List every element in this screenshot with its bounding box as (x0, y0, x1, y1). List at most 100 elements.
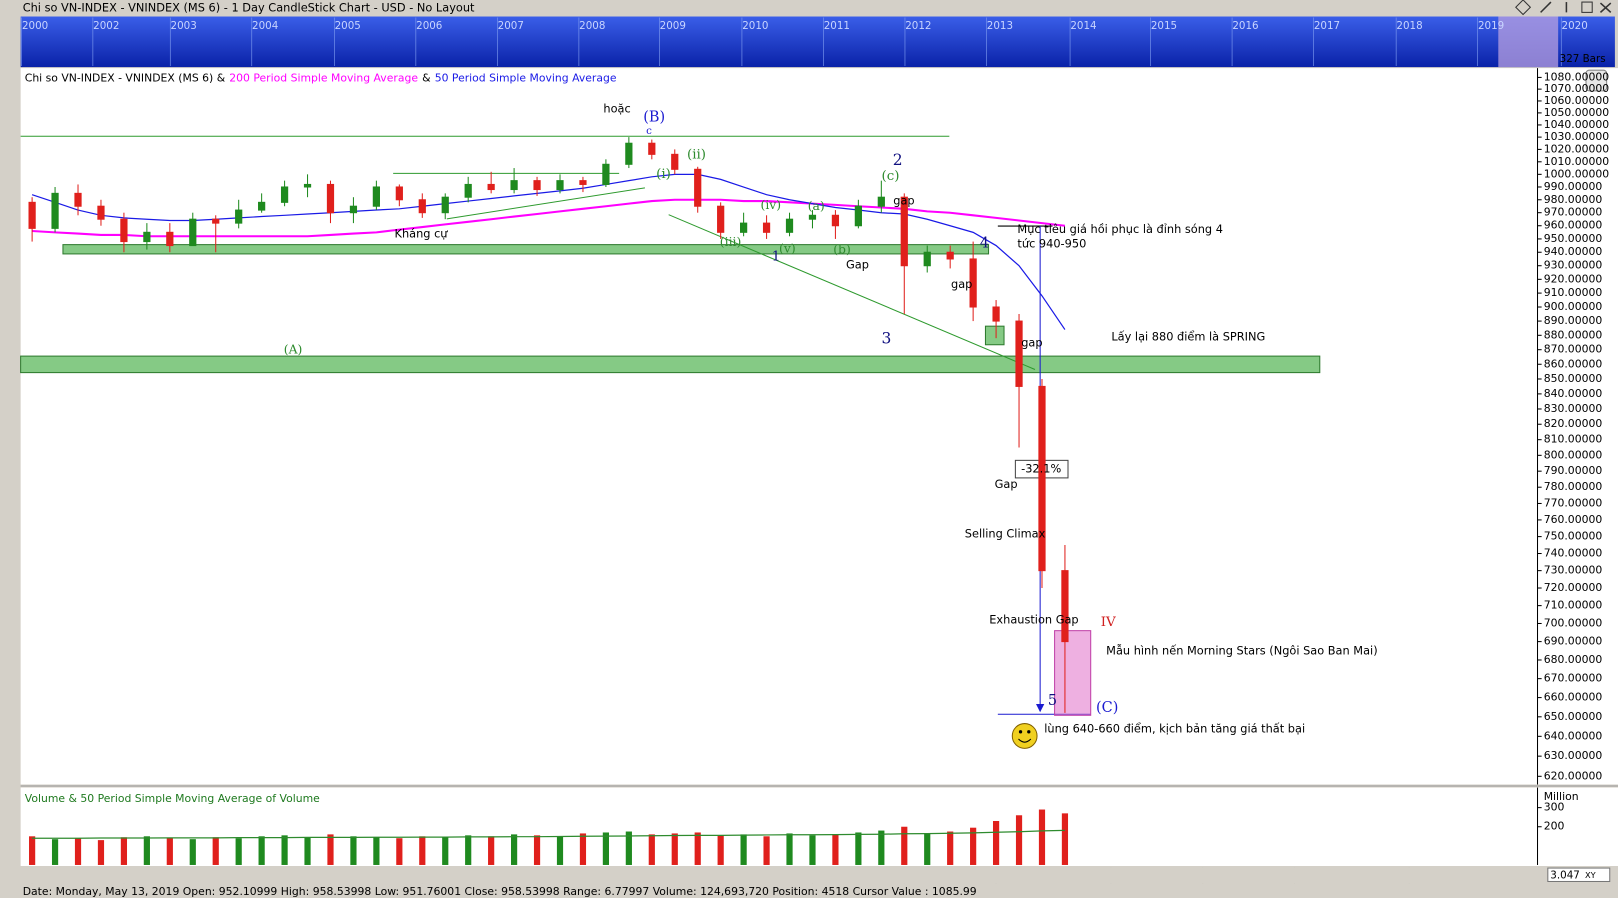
candle-body (533, 180, 541, 191)
window-title: Chi so VN-INDEX - VNINDEX (MS 6) - 1 Day… (23, 0, 475, 14)
y-tick-label: 720.00000 (1544, 581, 1603, 594)
annotation: (b) (833, 242, 851, 256)
maximize-button[interactable] (1581, 1, 1593, 13)
annotation: (C) (1096, 700, 1118, 716)
y-tick-label: 950.00000 (1544, 232, 1603, 245)
annotation: Mục tiêu giá hồi phục là đỉnh sóng 4 (1017, 222, 1223, 236)
overview-year: 2005 (335, 20, 361, 32)
overview-year: 2014 (1070, 20, 1096, 32)
candle-body (372, 186, 381, 207)
volume-bar (442, 837, 449, 865)
channel-line (446, 187, 646, 220)
annotation: gap (1021, 336, 1042, 350)
y-tick-label: 650.00000 (1544, 710, 1603, 723)
volume-bar (533, 835, 541, 865)
volume-bar (970, 827, 977, 865)
volume-bar (327, 834, 334, 865)
candle-body (923, 251, 931, 267)
legend-entry: & (422, 71, 431, 84)
candle-body (625, 142, 633, 165)
overview-year: 2017 (1314, 20, 1340, 32)
volume-bar (786, 833, 793, 865)
close-button[interactable] (1599, 2, 1612, 13)
legend-entry: Chi so VN-INDEX - VNINDEX (MS 6) & (25, 71, 226, 84)
zoom-box[interactable] (1547, 867, 1611, 883)
volume-bar (1015, 815, 1023, 865)
moving-average-line (32, 198, 1066, 238)
price-panel (20, 68, 1538, 785)
overview-year: 2000 (22, 20, 48, 32)
y-tick-label: 790.00000 (1544, 464, 1603, 477)
y-tick-label: 830.00000 (1544, 402, 1603, 415)
x-axis-bar (20, 867, 1618, 884)
y-tick-label: 870.00000 (1544, 343, 1603, 356)
candle-body (694, 168, 702, 207)
volume-tick-label: 200 (1544, 820, 1565, 833)
smiley-mouth (1018, 738, 1032, 743)
y-tick-label: 890.00000 (1544, 314, 1603, 327)
annotation: (iii) (720, 235, 742, 249)
candle-body (762, 222, 771, 233)
y-tick-label: 810.00000 (1544, 433, 1603, 446)
volume-bar (579, 833, 587, 865)
volume-unit: Million (1544, 790, 1579, 803)
volume-bar (51, 839, 59, 865)
volume-bar (602, 832, 610, 865)
y-tick-label: 740.00000 (1544, 547, 1603, 560)
pin-tool[interactable] (1540, 1, 1552, 13)
zoom-value: 3.047 (1550, 869, 1580, 881)
support-zone (62, 244, 990, 255)
y-tick-label: 840.00000 (1544, 387, 1603, 400)
arrow-head (1036, 703, 1045, 713)
candle-body (854, 205, 862, 227)
volume-axis-panel (1537, 787, 1618, 867)
draw-tool[interactable] (1515, 0, 1532, 16)
trend-line (668, 214, 1036, 370)
drawings (20, 135, 1321, 749)
candle-body (97, 205, 105, 220)
volume-bar (1038, 809, 1046, 865)
candle-body (143, 231, 151, 243)
volume-bar (212, 837, 219, 865)
candle-body (717, 205, 725, 233)
candle-body (28, 201, 36, 229)
volume-bar (648, 834, 655, 865)
y-tick-label: 880.00000 (1544, 328, 1603, 341)
overview-strip[interactable] (20, 16, 1615, 68)
window-buttons[interactable] (1515, 0, 1612, 16)
zoom-mode: XY (1585, 870, 1597, 880)
annotation: Kháng cự (395, 226, 449, 240)
overview-year: 2011 (824, 20, 850, 32)
legend: Chi so VN-INDEX - VNINDEX (MS 6) & 200 Pe… (25, 71, 617, 84)
annotation: 3 (881, 330, 891, 348)
annotation: (B) (643, 110, 665, 126)
volume-bar (373, 837, 380, 865)
annotation: Selling Climax (965, 527, 1046, 541)
candle-body (464, 183, 472, 198)
volume-bar (189, 839, 196, 865)
volume-bar (992, 821, 1000, 865)
y-tick-label: 660.00000 (1544, 691, 1603, 704)
candle-body (487, 183, 495, 191)
candle-body (900, 196, 908, 267)
y-tick-label: 920.00000 (1544, 272, 1603, 285)
overview-window[interactable] (1498, 16, 1559, 68)
volume-bar (488, 836, 495, 865)
lock-icon[interactable] (1585, 69, 1608, 92)
box-zone (984, 325, 1005, 346)
y-tick-label: 910.00000 (1544, 286, 1603, 299)
y-tick-label: 1020.00000 (1544, 142, 1610, 155)
annotation: -32.1% (1021, 462, 1061, 476)
annotation: lùng 640-660 điểm, kịch bản tăng giá thấ… (1044, 722, 1305, 736)
price-axis-panel (1537, 68, 1618, 785)
overview-labels: 2000 2002 2003 2004 2005 2006 2007 2008 2009 2010… (21, 17, 1588, 67)
volume-bar (901, 826, 908, 865)
volume-bar (166, 838, 173, 865)
overview-year: 2015 (1151, 20, 1177, 32)
volume-bar (465, 835, 472, 865)
volume-bar (625, 831, 632, 865)
y-tick-label: 630.00000 (1544, 749, 1603, 762)
candle-body (74, 192, 82, 207)
candle-body (51, 192, 59, 229)
candle-body (258, 201, 266, 211)
